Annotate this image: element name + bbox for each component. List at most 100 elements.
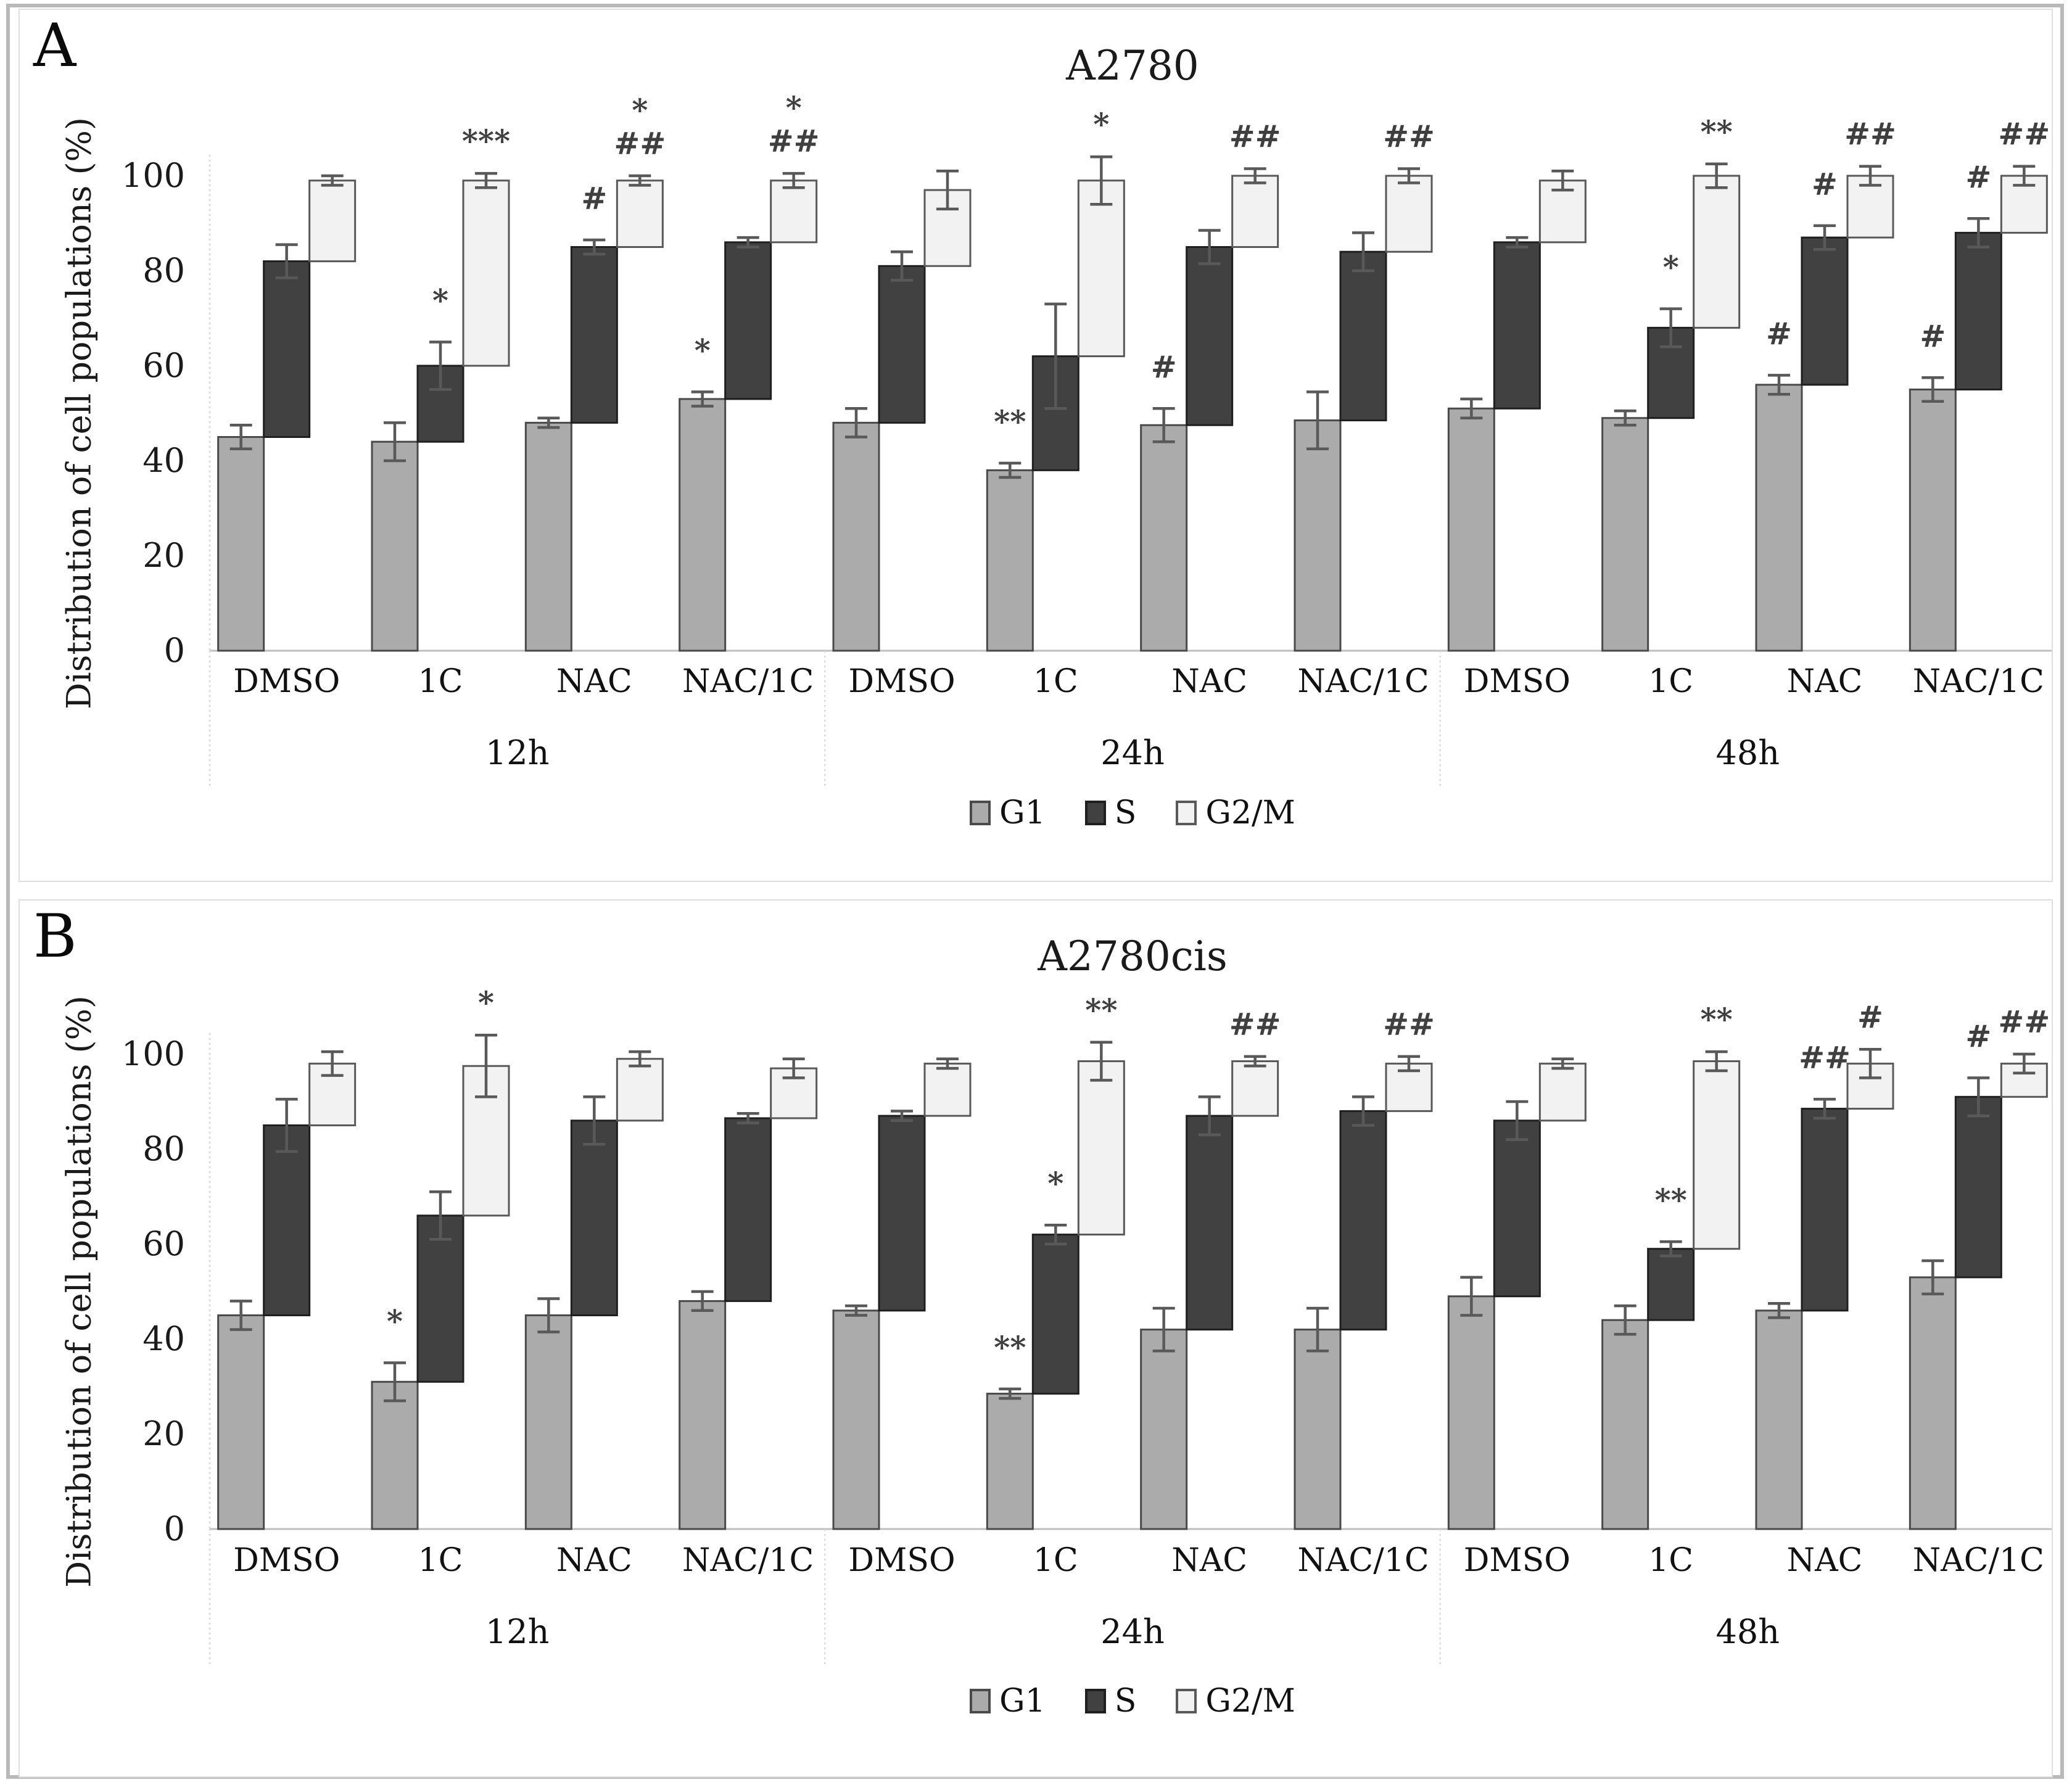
bar-g1 [986, 1393, 1034, 1530]
legend-item-g1: G1 [970, 1685, 1046, 1717]
bar-s [263, 1124, 311, 1316]
significance-marker: ** [1701, 1001, 1733, 1037]
bar-g2m [616, 179, 664, 249]
time-group-label: 12h [485, 733, 550, 772]
legend-item-g1: G1 [970, 797, 1046, 829]
bar-g1 [371, 1380, 419, 1530]
treatment-label: NAC [1787, 1542, 1863, 1579]
treatment-label: 1C [1648, 1542, 1693, 1579]
bar-g2m [1231, 1060, 1279, 1117]
treatment-label: DMSO [1464, 663, 1571, 700]
legend-label: G1 [999, 1683, 1046, 1720]
treatment-label: DMSO [1464, 1542, 1571, 1579]
time-group-label: 24h [1100, 1612, 1165, 1651]
bar-g2m [770, 179, 818, 244]
y-tick-label: 60 [142, 1224, 185, 1263]
y-tick-label: 80 [142, 251, 185, 290]
treatment-label: NAC/1C [1297, 663, 1429, 700]
bar-g2m [1077, 179, 1125, 358]
bar-s [570, 246, 618, 424]
treatment-label: 1C [1033, 663, 1078, 700]
bar-s [1493, 241, 1541, 410]
legend-swatch-g2m [1176, 801, 1197, 825]
panel-b-y-axis-label: Distribution of cell populations (%) [59, 996, 99, 1588]
bar-s [1493, 1119, 1541, 1298]
significance-marker: ** [994, 403, 1026, 440]
bar-g2m [1385, 175, 1433, 253]
treatment-label: NAC/1C [1913, 1542, 2044, 1579]
significance-marker: ## [1383, 1006, 1435, 1042]
legend-swatch-g2m [1176, 1689, 1197, 1713]
legend-swatch-g1 [970, 1689, 991, 1713]
significance-marker: ## [1229, 1006, 1281, 1042]
bar-s [1801, 236, 1849, 386]
legend-label: G2/M [1205, 1683, 1295, 1720]
bar-s [1339, 250, 1387, 422]
significance-marker: ** [994, 1329, 1026, 1366]
bar-g2m [1538, 1062, 1587, 1122]
bar-g2m [923, 1062, 972, 1117]
y-tick-label: 20 [142, 536, 185, 575]
bar-s [724, 1117, 772, 1302]
significance-marker: * [478, 984, 494, 1021]
significance-marker: # [1857, 999, 1883, 1035]
legend-swatch-s [1084, 1689, 1106, 1713]
treatment-label: NAC/1C [1297, 1542, 1429, 1579]
bar-g1 [524, 421, 572, 652]
treatment-label: DMSO [848, 1542, 955, 1579]
treatment-label: NAC/1C [1913, 663, 2044, 700]
legend-item-s: S [1084, 1683, 1137, 1720]
bar-s [878, 265, 926, 424]
y-tick-label: 0 [164, 631, 185, 670]
bar-s [1647, 1248, 1695, 1321]
bar-g1 [1601, 417, 1649, 652]
time-group-label: 48h [1716, 1612, 1780, 1651]
bar-s [878, 1115, 926, 1312]
significance-marker: ## [768, 123, 820, 159]
panel-b-label: B [33, 902, 77, 971]
bar-s [724, 241, 772, 400]
time-group-label: 12h [485, 1612, 550, 1651]
bar-g1 [1140, 424, 1188, 652]
treatment-label: NAC [1171, 663, 1247, 700]
legend-swatch-g1 [970, 801, 991, 825]
bar-g1 [217, 436, 265, 652]
treatment-label: DMSO [233, 1542, 340, 1579]
panel-a-title: A2780 [1066, 42, 1199, 89]
time-group-label: 24h [1100, 733, 1165, 772]
significance-marker: ** [1085, 992, 1117, 1028]
bar-s [1186, 246, 1234, 426]
bar-g1 [217, 1314, 265, 1530]
bar-s [416, 1214, 464, 1383]
y-tick-label: 100 [122, 156, 185, 195]
significance-marker: * [432, 282, 448, 319]
bar-g1 [1294, 1329, 1342, 1530]
bar-g1 [1755, 384, 1803, 652]
legend-label: S [1114, 1683, 1137, 1720]
treatment-label: DMSO [848, 663, 955, 700]
significance-marker: ## [1998, 116, 2050, 152]
y-tick-label: 0 [164, 1509, 185, 1548]
bar-g1 [986, 469, 1034, 652]
significance-marker: # [1151, 348, 1177, 385]
bar-g1 [1447, 407, 1495, 652]
bar-g1 [1140, 1329, 1188, 1530]
bar-g1 [371, 440, 419, 652]
bar-g2m [923, 189, 972, 267]
bar-g1 [1909, 1276, 1957, 1530]
significance-marker: # [581, 180, 607, 216]
bar-g1 [832, 1309, 880, 1530]
significance-marker: # [1965, 1018, 1991, 1055]
panel-b-legend: G1 S G2/M [210, 1685, 2055, 1717]
bar-s [1031, 1234, 1079, 1395]
bar-s [570, 1119, 618, 1316]
time-group-label: 48h [1716, 733, 1780, 772]
bar-g1 [832, 421, 880, 652]
bar-g1 [679, 1300, 727, 1530]
treatment-label: 1C [1033, 1542, 1078, 1579]
panel-a-legend: G1 S G2/M [210, 797, 2055, 829]
panel-b: 0 20 40 60 80 100 12h DMSO 1C * * NAC NAC/1C 24h DMSO 1… [19, 899, 2053, 1778]
bar-g2m [308, 179, 357, 263]
